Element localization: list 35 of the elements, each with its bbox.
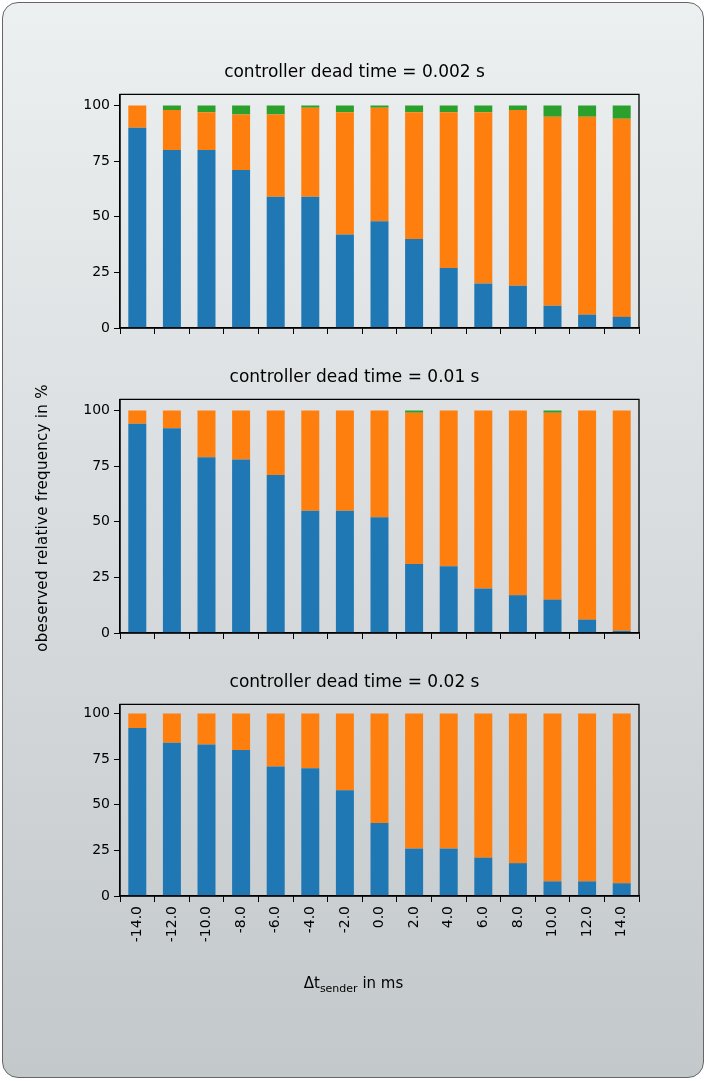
y-tick-label: 50 — [92, 795, 110, 812]
y-tick-label: 100 — [83, 96, 110, 113]
y-tick-label: 25 — [92, 263, 110, 280]
y-tick-label: 0 — [101, 623, 110, 640]
x-tick-label: -4.0 — [300, 906, 317, 934]
chart-title: controller dead time = 0.02 s — [229, 670, 480, 691]
y-tick-label: 25 — [92, 841, 110, 858]
x-tick-label: 0.0 — [370, 906, 387, 929]
x-tick-label: 2.0 — [404, 906, 421, 929]
y-axis-title: obeserved relative frequency in % — [33, 384, 51, 652]
x-tick-label: -14.0 — [127, 906, 144, 943]
chart-title: controller dead time = 0.01 s — [229, 365, 480, 386]
x-tick-label: -8.0 — [231, 906, 248, 934]
y-tick-label: 0 — [101, 886, 110, 903]
x-tick-label: 4.0 — [439, 906, 456, 929]
x-tick-label: -6.0 — [266, 906, 283, 934]
x-tick-label: -10.0 — [197, 906, 214, 943]
y-tick-label: 75 — [92, 749, 110, 766]
chart-title: controller dead time = 0.002 s — [224, 60, 486, 81]
y-tick-label: 50 — [92, 512, 110, 529]
x-tick-label: 8.0 — [508, 906, 525, 929]
y-tick-label: 75 — [92, 456, 110, 473]
x-tick-label: 14.0 — [612, 906, 629, 938]
x-tick-label: 12.0 — [577, 906, 594, 938]
y-tick-label: 0 — [101, 318, 110, 335]
y-tick-label: 25 — [92, 568, 110, 585]
y-tick-label: 100 — [83, 704, 110, 721]
x-axis-title: Δt$_{sender}$ in ms — [302, 974, 405, 995]
y-tick-label: 75 — [92, 151, 110, 168]
x-tick-label: -12.0 — [162, 906, 179, 943]
y-tick-label: 50 — [92, 207, 110, 224]
x-tick-label: -2.0 — [335, 906, 352, 934]
x-tick-label: 6.0 — [473, 906, 490, 929]
y-tick-label: 100 — [83, 401, 110, 418]
x-tick-label: 10.0 — [543, 906, 560, 938]
